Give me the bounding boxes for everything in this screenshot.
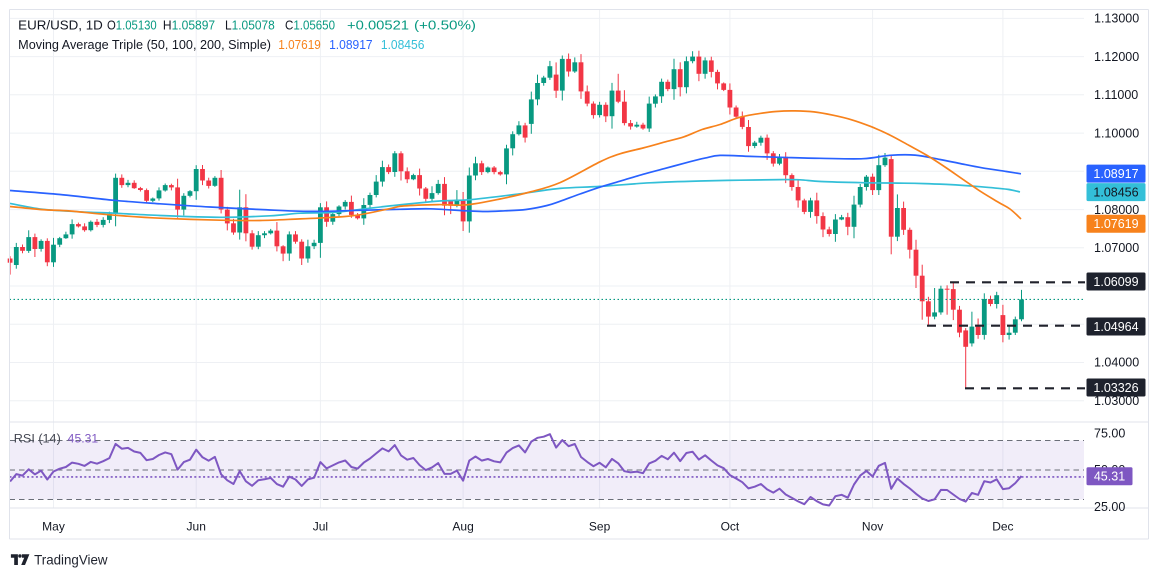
svg-text:45.31: 45.31 — [1094, 470, 1125, 484]
svg-text:Nov: Nov — [862, 520, 883, 534]
svg-text:1.06099: 1.06099 — [1093, 275, 1138, 289]
svg-text:25.00: 25.00 — [1094, 500, 1125, 514]
svg-text:EUR/USD, 1D: EUR/USD, 1D — [18, 18, 103, 32]
svg-text:1.10000: 1.10000 — [1094, 126, 1139, 140]
svg-text:H1.05897: H1.05897 — [163, 18, 215, 32]
svg-text:1.04000: 1.04000 — [1094, 356, 1139, 370]
svg-text:1.08456: 1.08456 — [1093, 185, 1138, 199]
svg-text:Oct: Oct — [721, 520, 740, 534]
svg-text:Moving Average Triple (50, 100: Moving Average Triple (50, 100, 200, Sim… — [18, 38, 271, 52]
svg-text:1.03326: 1.03326 — [1093, 381, 1138, 395]
svg-text:1.08456: 1.08456 — [381, 38, 425, 52]
svg-text:+0.00521: +0.00521 — [347, 18, 409, 32]
svg-text:1.07619: 1.07619 — [1093, 217, 1138, 231]
svg-text:O1.05130: O1.05130 — [107, 18, 157, 32]
svg-text:Sep: Sep — [589, 520, 611, 534]
svg-text:C1.05650: C1.05650 — [285, 18, 335, 32]
svg-text:1.04964: 1.04964 — [1093, 320, 1138, 334]
svg-text:75.00: 75.00 — [1094, 426, 1125, 440]
svg-text:Dec: Dec — [992, 520, 1013, 534]
svg-text:Jul: Jul — [313, 520, 328, 534]
svg-text:1.07619: 1.07619 — [278, 38, 321, 52]
svg-text:RSI (14): RSI (14) — [14, 434, 61, 446]
svg-text:Jun: Jun — [187, 520, 206, 534]
svg-text:1.03000: 1.03000 — [1094, 394, 1139, 408]
svg-text:(+0.50%): (+0.50%) — [414, 18, 476, 32]
svg-text:1.08917: 1.08917 — [329, 38, 373, 52]
svg-text:1.13000: 1.13000 — [1094, 12, 1139, 26]
svg-text:1.12000: 1.12000 — [1094, 50, 1139, 64]
svg-text:1.11000: 1.11000 — [1094, 88, 1138, 102]
svg-text:1.08917: 1.08917 — [1093, 167, 1138, 181]
svg-text:45.31: 45.31 — [68, 434, 98, 446]
svg-text:TradingView: TradingView — [34, 551, 108, 567]
svg-text:1.07000: 1.07000 — [1094, 241, 1139, 255]
svg-text:L1.05078: L1.05078 — [225, 18, 275, 32]
svg-text:May: May — [42, 520, 65, 534]
svg-text:1.08000: 1.08000 — [1094, 203, 1139, 217]
svg-text:Aug: Aug — [452, 520, 473, 534]
